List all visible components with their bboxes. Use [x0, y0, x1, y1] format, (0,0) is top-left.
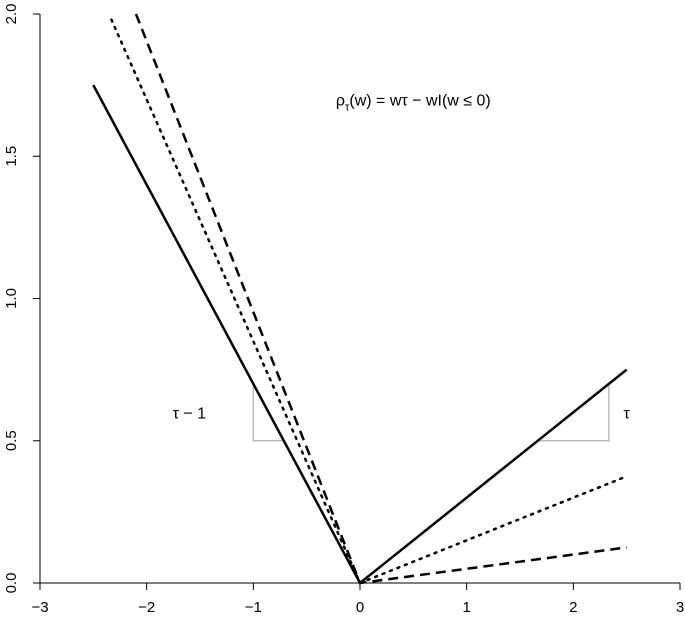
- x-tick-label: −2: [138, 599, 155, 616]
- y-tick-label: 1.0: [3, 288, 20, 309]
- y-tick-label: 2.0: [3, 4, 20, 25]
- formula-annotation: ρτ(w) = wτ − wI(w ≤ 0): [336, 92, 491, 113]
- series-group: [92, 13, 628, 585]
- guide-label-right: τ: [624, 405, 631, 422]
- series-line-dashed: [134, 13, 627, 585]
- formula-rho: ρ: [336, 92, 345, 109]
- x-tick-label: −3: [31, 599, 48, 616]
- guide-label-left: τ − 1: [173, 405, 207, 422]
- formula-rhs: (w) = wτ − wI(w ≤ 0): [349, 92, 490, 109]
- x-ticks: −3 −2 −1 0 1 2 3: [31, 583, 684, 616]
- annotations: τ − 1 τ ρτ(w) = wτ − wI(w ≤ 0): [173, 92, 631, 422]
- x-tick-label: 1: [462, 599, 470, 616]
- x-tick-label: 2: [569, 599, 577, 616]
- slope-guide-left: [252, 383, 284, 442]
- x-tick-label: 3: [676, 599, 684, 616]
- x-tick-label: −1: [245, 599, 262, 616]
- y-tick-label: 0.5: [3, 430, 20, 451]
- y-tick-label: 1.5: [3, 146, 20, 167]
- formula-subscript: τ: [345, 101, 350, 113]
- axes: 0.0 0.5 1.0 1.5 2.0 −3 −2 −1 0 1 2 3: [3, 4, 684, 616]
- y-ticks: 0.0 0.5 1.0 1.5 2.0: [3, 4, 40, 594]
- slope-guides: [252, 383, 610, 442]
- slope-guide-right: [537, 383, 610, 442]
- x-tick-label: 0: [356, 599, 364, 616]
- y-tick-label: 0.0: [3, 573, 20, 594]
